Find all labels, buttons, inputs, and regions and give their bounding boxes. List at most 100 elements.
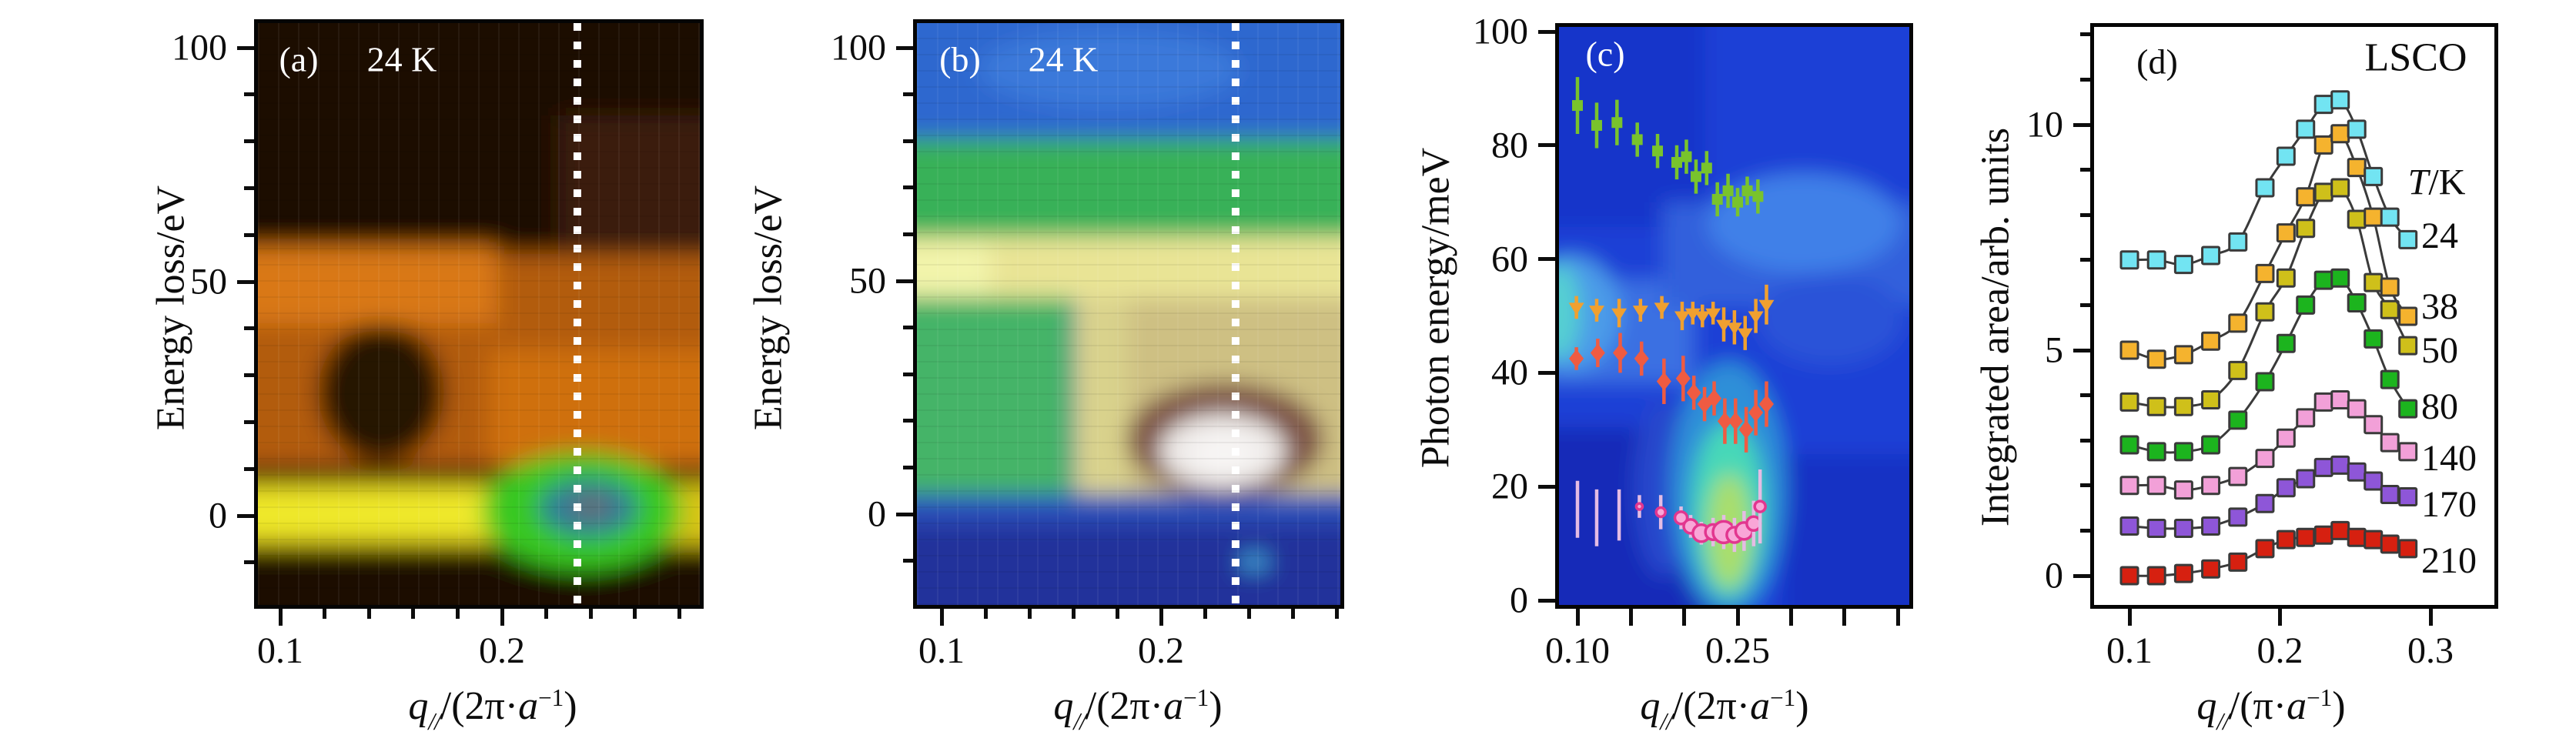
panel-a-x-tick bbox=[323, 609, 327, 619]
square-marker bbox=[2313, 392, 2333, 412]
panel-b-y-tick bbox=[896, 512, 913, 516]
panel-b-y-tick bbox=[903, 419, 913, 423]
square-marker bbox=[2228, 410, 2248, 430]
square-marker bbox=[1752, 191, 1764, 202]
square-marker bbox=[2255, 539, 2275, 559]
q-subscript: // bbox=[1660, 708, 1672, 735]
diamond-marker bbox=[1738, 420, 1754, 439]
square-marker bbox=[2313, 95, 2333, 115]
panel-d-x-tick-label: 0.3 bbox=[2407, 630, 2454, 671]
panel-a-x-tick bbox=[633, 609, 637, 619]
square-marker bbox=[2173, 345, 2193, 365]
legend-title: T/K bbox=[2408, 162, 2466, 204]
panel-c-y-tick-label: 80 bbox=[1491, 125, 1528, 166]
square-marker bbox=[1741, 185, 1753, 196]
square-marker bbox=[2347, 209, 2367, 229]
diamond-marker bbox=[1656, 372, 1671, 391]
a-symbol: a bbox=[1163, 683, 1184, 728]
square-marker bbox=[2173, 563, 2193, 583]
square-marker bbox=[2398, 442, 2418, 462]
square-marker bbox=[1671, 156, 1682, 168]
panel-b-y-axis-title: Energy loss/eV bbox=[746, 185, 791, 431]
series-branch-mid-upper bbox=[1568, 284, 1775, 350]
legend-temp-50: 50 bbox=[2421, 330, 2458, 371]
square-marker bbox=[2173, 255, 2193, 275]
a-exponent: −1 bbox=[1770, 683, 1796, 711]
x-title-end: ) bbox=[2332, 683, 2346, 728]
panel-a-y-tick bbox=[244, 92, 254, 97]
panel-a-y-tick bbox=[237, 279, 254, 284]
panel-b-x-tick bbox=[983, 609, 988, 619]
panel-c-y-axis-title: Photon energy/meV bbox=[1413, 147, 1458, 469]
panel-a-y-tick bbox=[244, 373, 254, 378]
square-marker bbox=[2398, 399, 2418, 419]
square-marker bbox=[2255, 449, 2275, 469]
panel-d-x-tick-label: 0.2 bbox=[2257, 630, 2303, 671]
panel-a-y-tick-label: 50 bbox=[190, 261, 227, 302]
square-marker bbox=[2398, 336, 2418, 356]
square-marker bbox=[2347, 462, 2367, 482]
panel-c-y-tick bbox=[1538, 370, 1555, 375]
panel-d-y-tick bbox=[2080, 258, 2090, 262]
panel-a-y-tick bbox=[237, 45, 254, 50]
panel-d-y-tick-label: 0 bbox=[2045, 555, 2063, 596]
square-marker bbox=[2398, 306, 2418, 326]
panel-b-y-tick bbox=[903, 185, 913, 190]
square-marker bbox=[2330, 124, 2350, 144]
square-marker bbox=[2146, 349, 2166, 369]
series-140K bbox=[2119, 389, 2418, 500]
panel-b-y-tick bbox=[903, 465, 913, 469]
panel-b-y-tick-label: 0 bbox=[868, 493, 886, 535]
square-marker bbox=[2255, 178, 2275, 198]
square-marker bbox=[2201, 476, 2221, 496]
square-marker bbox=[2146, 566, 2166, 586]
panel-c-y-tick bbox=[1538, 598, 1555, 603]
q-subscript: // bbox=[428, 708, 440, 735]
panel-b-x-tick bbox=[1246, 609, 1251, 619]
square-marker bbox=[2146, 250, 2166, 270]
panel-b-x-tick bbox=[1115, 609, 1119, 619]
square-marker bbox=[2380, 277, 2400, 297]
square-marker bbox=[2296, 119, 2316, 139]
triangle-marker bbox=[1632, 306, 1648, 319]
panel-c-y-tick-label: 100 bbox=[1473, 11, 1528, 52]
panel-b-y-tick bbox=[903, 232, 913, 236]
square-marker bbox=[2330, 90, 2350, 110]
diamond-marker bbox=[1686, 383, 1701, 403]
square-marker bbox=[2201, 389, 2221, 409]
q-symbol: q bbox=[1053, 683, 1074, 728]
square-marker bbox=[2228, 552, 2248, 572]
square-marker bbox=[2276, 530, 2296, 550]
panel-a-y-tick bbox=[244, 466, 254, 471]
panel-d-x-tick bbox=[2127, 609, 2132, 626]
square-marker bbox=[2173, 480, 2193, 500]
diamond-marker bbox=[1717, 412, 1732, 431]
series-38K bbox=[2119, 124, 2418, 369]
panel-c-x-tick-label: 0.25 bbox=[1705, 630, 1771, 671]
panel-c-y-tick bbox=[1538, 143, 1555, 148]
square-marker bbox=[2276, 146, 2296, 166]
panel-c-x-tick bbox=[1788, 609, 1793, 626]
panel-b-y-tick-label: 100 bbox=[831, 27, 886, 68]
panel-a-x-axis-title: q///(2π·a−1) bbox=[408, 683, 577, 735]
square-marker bbox=[2201, 331, 2221, 351]
square-marker bbox=[2364, 530, 2384, 550]
panel-b-y-tick bbox=[903, 139, 913, 143]
circle-marker bbox=[1654, 506, 1667, 519]
triangle-marker bbox=[1705, 308, 1721, 321]
square-marker bbox=[2347, 158, 2367, 178]
square-marker bbox=[2296, 187, 2316, 207]
diamond-marker bbox=[1748, 403, 1764, 423]
panel-c-y-tick bbox=[1538, 484, 1555, 489]
legend-temp-170: 170 bbox=[2421, 484, 2477, 525]
panel-a-y-tick bbox=[244, 560, 254, 565]
panel-d-plot bbox=[2119, 90, 2418, 586]
q-symbol: q bbox=[1640, 683, 1661, 728]
a-exponent: −1 bbox=[2307, 683, 2333, 711]
a-symbol: a bbox=[2287, 683, 2307, 728]
square-marker bbox=[2380, 369, 2400, 389]
panel-d-y-tick-label: 5 bbox=[2045, 329, 2063, 371]
square-marker bbox=[2146, 442, 2166, 462]
series-210K bbox=[2119, 520, 2418, 586]
panel-d-x-tick bbox=[2278, 609, 2282, 626]
